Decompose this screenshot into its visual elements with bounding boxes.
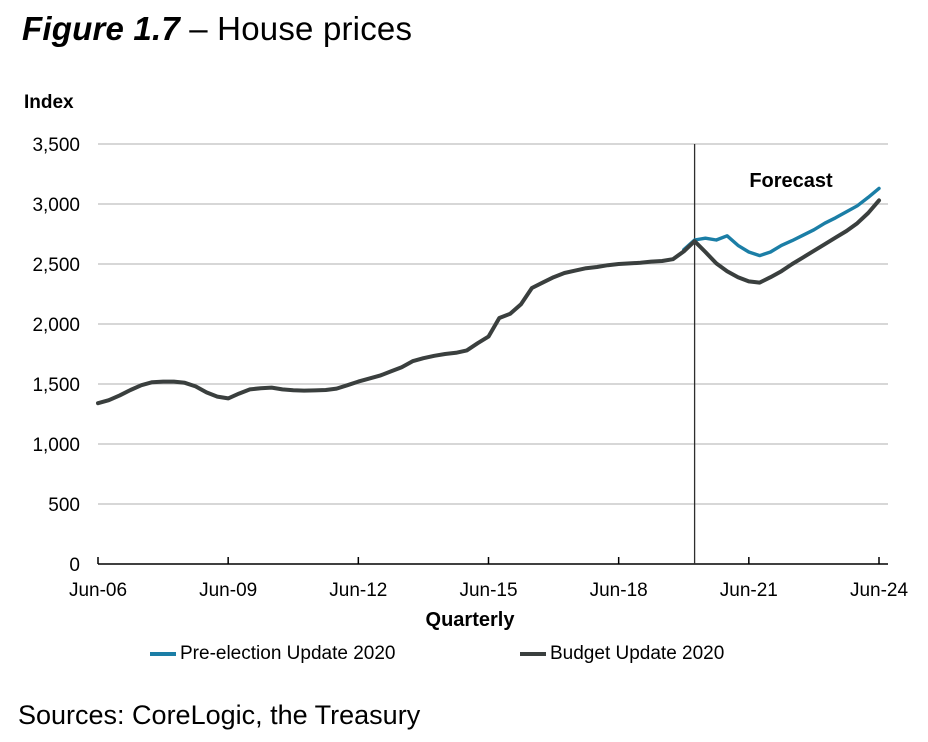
x-tick-label: Jun-18 bbox=[590, 580, 648, 601]
sources-note: Sources: CoreLogic, the Treasury bbox=[18, 700, 421, 730]
data-series-layer bbox=[96, 186, 881, 406]
figure-number: Figure 1.7 bbox=[22, 10, 180, 47]
budget-line-swatch-icon bbox=[520, 652, 546, 656]
legend-label-budget: Budget Update 2020 bbox=[550, 643, 725, 664]
x-tick-label: Jun-15 bbox=[459, 580, 517, 601]
pre-election-line-swatch-icon bbox=[150, 652, 176, 656]
chart-legend: Pre-election Update 2020 Budget Update 2… bbox=[0, 643, 928, 667]
x-tick-label: Jun-06 bbox=[69, 580, 127, 601]
y-tick-label: 2,500 bbox=[32, 255, 80, 276]
legend-label-pre-election: Pre-election Update 2020 bbox=[180, 643, 396, 664]
y-tick-label: 1,500 bbox=[32, 375, 80, 396]
figure-title: Figure 1.7 – House prices bbox=[22, 10, 412, 48]
x-tick-label: Jun-12 bbox=[329, 580, 387, 601]
budget-update-2020-line bbox=[96, 198, 881, 406]
legend-item-budget-update: Budget Update 2020 bbox=[520, 643, 724, 665]
y-tick-label: 3,000 bbox=[32, 195, 80, 216]
y-tick-label: 1,000 bbox=[32, 435, 80, 456]
x-tick-label: Jun-24 bbox=[850, 580, 909, 601]
forecast-annotation: Forecast bbox=[749, 170, 833, 192]
legend-item-pre-election-update: Pre-election Update 2020 bbox=[150, 643, 395, 665]
pre-election-update-2020-line bbox=[682, 186, 881, 258]
house-prices-line-chart: Jun-06 Jun-09 Jun-12 Jun-15 Jun-18 Jun-21 Jun-… bbox=[32, 135, 908, 601]
y-tick-label: 3,500 bbox=[32, 135, 80, 156]
axes-layer: Jun-06 Jun-09 Jun-12 Jun-15 Jun-18 Jun-21 Jun-… bbox=[32, 135, 908, 601]
x-tick-label: Jun-21 bbox=[720, 580, 778, 601]
x-tick-label: Jun-09 bbox=[199, 580, 257, 601]
y-tick-label: 2,000 bbox=[32, 315, 80, 336]
y-tick-label: 500 bbox=[48, 495, 80, 516]
gridlines-layer bbox=[98, 143, 888, 505]
x-axis-title: Quarterly bbox=[425, 609, 515, 631]
y-tick-label: 0 bbox=[69, 555, 80, 576]
y-axis-title: Index bbox=[24, 92, 74, 113]
figure-subtitle: – House prices bbox=[179, 10, 413, 47]
